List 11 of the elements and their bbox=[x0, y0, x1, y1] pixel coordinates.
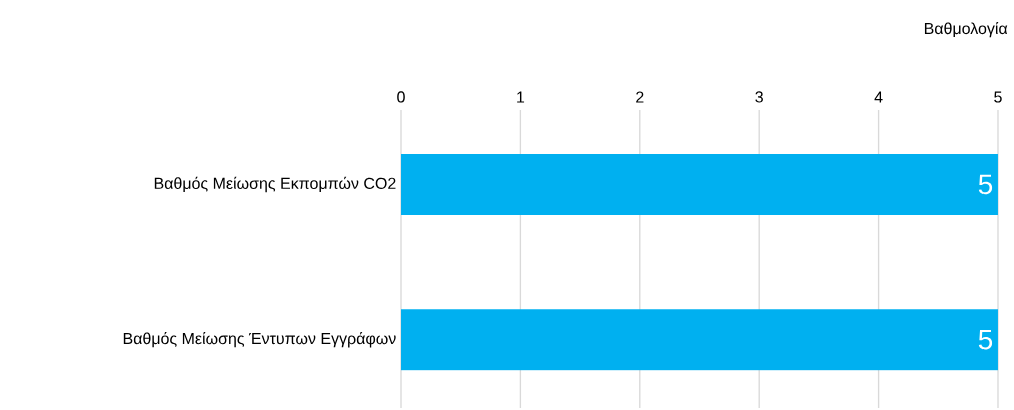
x-tick-label: 0 bbox=[397, 91, 405, 103]
y-tick-label: Βαθμός Μείωσης Εκπομπών CO2 bbox=[154, 176, 396, 193]
x-tick-label: 2 bbox=[636, 91, 644, 103]
y-tick-label: Βαθμός Μείωσης Έντυπων Εγγράφων bbox=[123, 332, 396, 348]
x-tick-label: 1 bbox=[517, 91, 525, 103]
x-axis-title: Βαθμολογία bbox=[924, 21, 1008, 38]
data-label: 5 bbox=[978, 329, 993, 350]
data-label: 5 bbox=[978, 174, 993, 195]
x-tick-label: 3 bbox=[755, 91, 763, 103]
x-tick-label: 4 bbox=[874, 91, 883, 103]
x-tick-label: 5 bbox=[994, 91, 1002, 103]
